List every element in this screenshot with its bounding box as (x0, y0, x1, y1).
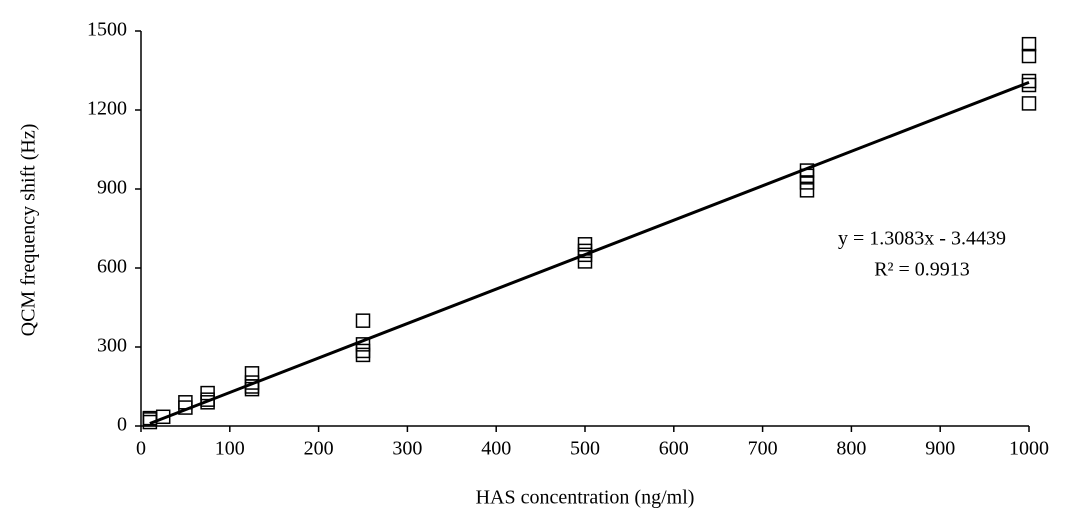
data-point (355, 313, 371, 328)
x-tick-label: 800 (836, 438, 866, 460)
y-tick-label: 300 (97, 335, 127, 357)
x-tick-label: 400 (481, 438, 511, 460)
x-tick-label: 600 (659, 438, 689, 460)
y-tick-label: 1500 (87, 19, 127, 41)
r-squared: R² = 0.9913 (874, 259, 970, 281)
y-axis-label: QCM frequency shift (Hz) (18, 124, 40, 337)
x-tick-label: 700 (748, 438, 778, 460)
trendline (149, 80, 1030, 425)
x-tick-label: 300 (392, 438, 422, 460)
x-tick-label: 900 (925, 438, 955, 460)
y-tick-label: 900 (97, 177, 127, 199)
y-tick-label: 600 (97, 256, 127, 278)
data-point (577, 237, 593, 252)
data-point (799, 163, 815, 178)
data-point (799, 183, 815, 198)
data-point (244, 366, 260, 381)
data-point (244, 375, 260, 390)
x-tick-label: 500 (570, 438, 600, 460)
data-point (1021, 96, 1037, 111)
trendline-equation: y = 1.3083x - 3.4439 (838, 228, 1006, 250)
x-tick-label: 200 (304, 438, 334, 460)
data-point (155, 409, 171, 425)
x-tick-label: 100 (215, 438, 245, 460)
y-tick-label: 1200 (87, 98, 127, 120)
data-point (355, 337, 371, 352)
data-point (1021, 73, 1037, 89)
x-tick-label: 1000 (1009, 438, 1049, 460)
x-axis-label: HAS concentration (ng/ml) (476, 487, 695, 509)
x-tick-label: 0 (136, 438, 146, 460)
data-point (200, 385, 215, 401)
data-point (178, 395, 193, 410)
data-point (1021, 36, 1037, 52)
data-point (1021, 48, 1037, 64)
y-tick-label: 0 (117, 414, 127, 436)
